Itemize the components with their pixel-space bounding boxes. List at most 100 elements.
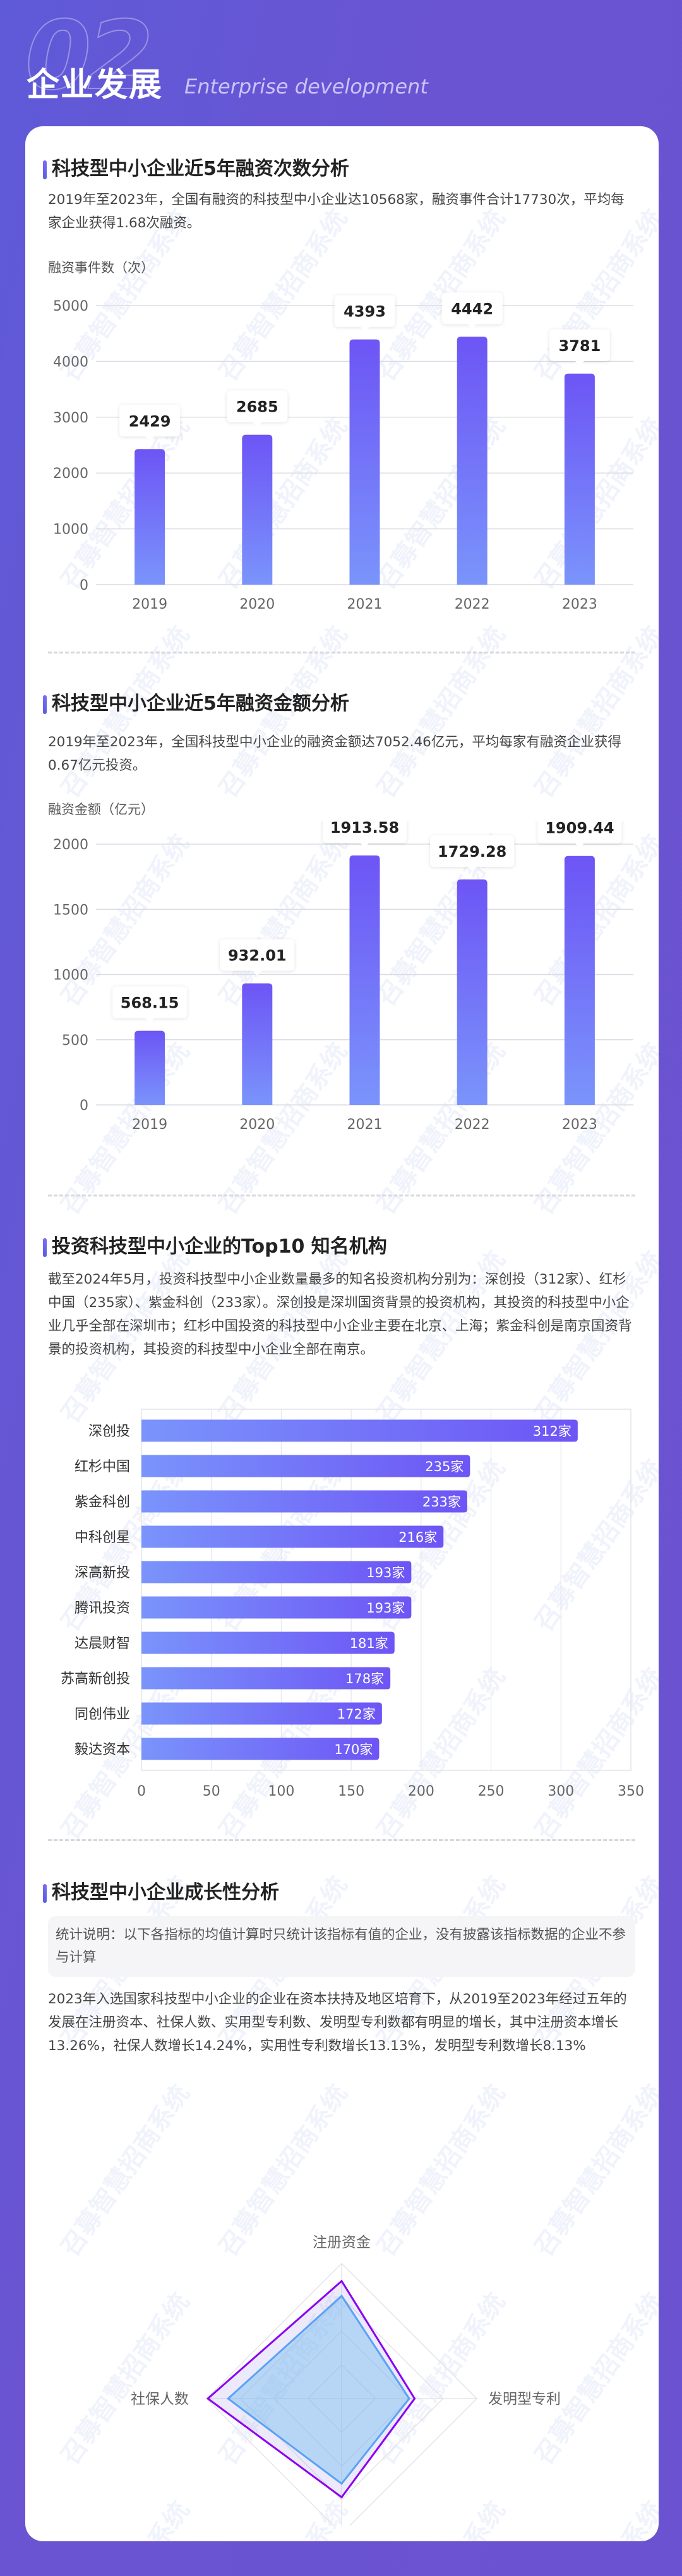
hbar-row[interactable]: 腾讯投资 193家 bbox=[75, 1596, 412, 1619]
category-label: 腾讯投资 bbox=[75, 1601, 130, 1616]
bar-value-label: 235家 bbox=[425, 1459, 464, 1474]
radar-series-2019[interactable] bbox=[226, 2294, 410, 2485]
bar bbox=[564, 856, 595, 1105]
bar-value-label: 2685 bbox=[236, 398, 278, 416]
bar-group[interactable]: 4393 bbox=[334, 295, 395, 585]
radar-series-2023[interactable] bbox=[206, 2279, 416, 2499]
bar bbox=[141, 1419, 578, 1442]
x-tick-label: 2020 bbox=[239, 597, 275, 612]
section-desc-financing-count: 2019年至2023年，全国有融资的科技型中小企业达10568家，融资事件合计1… bbox=[48, 192, 625, 231]
svg-text:5000: 5000 bbox=[53, 299, 88, 314]
x-tick-label: 200 bbox=[408, 1784, 434, 1799]
hbar-row[interactable]: 达晨财智 181家 bbox=[75, 1631, 395, 1654]
section-divider bbox=[48, 652, 635, 653]
bar bbox=[457, 879, 488, 1105]
x-tick-label: 50 bbox=[203, 1784, 220, 1799]
hbar-row[interactable]: 紫金科创 233家 bbox=[75, 1490, 467, 1513]
x-tick-label: 2019 bbox=[132, 1117, 167, 1133]
hbar-row[interactable]: 同创伟业 172家 bbox=[75, 1702, 382, 1725]
bar-value-label: 170家 bbox=[334, 1742, 373, 1757]
x-tick-label: 2020 bbox=[239, 1117, 275, 1133]
hbar-row[interactable]: 深创投 312家 bbox=[88, 1419, 578, 1442]
y-axis-label-amount: 融资金额（亿元） bbox=[48, 802, 154, 817]
bar-value-label: 3781 bbox=[559, 337, 601, 355]
bar-value-label: 233家 bbox=[422, 1494, 461, 1510]
svg-text:1000: 1000 bbox=[53, 522, 88, 538]
svg-text:1000: 1000 bbox=[53, 968, 88, 984]
bar bbox=[141, 1525, 444, 1548]
bar bbox=[141, 1490, 467, 1513]
section-divider bbox=[48, 1195, 635, 1196]
category-label: 深高新投 bbox=[75, 1565, 130, 1581]
category-label: 达晨财智 bbox=[75, 1636, 130, 1652]
bar-group[interactable]: 3781 bbox=[549, 329, 610, 585]
svg-text:0: 0 bbox=[80, 578, 88, 593]
hbar-row[interactable]: 中科创星 216家 bbox=[75, 1525, 444, 1548]
radar-axis-label: 注册资金 bbox=[313, 2234, 371, 2251]
x-tick-label: 250 bbox=[478, 1784, 505, 1799]
svg-text:3000: 3000 bbox=[53, 410, 88, 426]
section-title-top10-investors: 投资科技型中小企业的Top10 知名机构 bbox=[43, 1236, 387, 1258]
hbar-row[interactable]: 红杉中国 235家 bbox=[75, 1455, 470, 1477]
bar-value-label: 2429 bbox=[129, 412, 171, 430]
x-tick-label: 2021 bbox=[347, 597, 383, 612]
bar bbox=[349, 855, 380, 1105]
bar-group[interactable]: 4442 bbox=[441, 292, 503, 585]
x-tick-label: 300 bbox=[547, 1784, 574, 1799]
svg-text:500: 500 bbox=[62, 1033, 88, 1049]
radar-axis-label: 发明型专利 bbox=[488, 2391, 561, 2407]
hbar-row[interactable]: 深高新投 193家 bbox=[75, 1561, 412, 1583]
bar bbox=[141, 1667, 391, 1690]
bar bbox=[135, 449, 165, 585]
page-subtitle: Enterprise development bbox=[184, 75, 428, 98]
bar-group[interactable]: 568.15 bbox=[112, 986, 188, 1105]
bar bbox=[141, 1455, 470, 1477]
bar-group[interactable]: 1729.28 bbox=[430, 835, 515, 1105]
section-title-financing-count: 科技型中小企业近5年融资次数分析 bbox=[43, 158, 349, 181]
bar-group[interactable]: 932.01 bbox=[220, 939, 295, 1105]
bar-value-label: 312家 bbox=[533, 1424, 571, 1439]
bar bbox=[242, 983, 273, 1105]
bar bbox=[349, 339, 380, 585]
bar-value-label: 193家 bbox=[366, 1601, 405, 1616]
section-desc-growth: 2023年入选国家科技型中小企业的企业在资本扶持及地区培育下，从2019至202… bbox=[48, 1991, 627, 2054]
hbar-row[interactable]: 苏高新创投 178家 bbox=[61, 1667, 391, 1690]
category-label: 深创投 bbox=[88, 1424, 130, 1440]
section-desc-top10-investors: 截至2024年5月，投资科技型中小企业数量最多的知名投资机构分别为：深创投（31… bbox=[48, 1272, 632, 1357]
bar-value-label: 172家 bbox=[337, 1707, 376, 1722]
category-label: 红杉中国 bbox=[75, 1459, 130, 1475]
svg-text:1500: 1500 bbox=[53, 902, 88, 918]
section-divider bbox=[48, 1839, 635, 1841]
x-tick-label: 2023 bbox=[562, 1117, 597, 1133]
bar-value-label: 181家 bbox=[350, 1636, 388, 1651]
x-tick-label: 2019 bbox=[132, 597, 167, 612]
hbar-row[interactable]: 毅达资本 170家 bbox=[75, 1738, 380, 1760]
page-title: 企业发展 bbox=[27, 66, 164, 104]
category-label: 苏高新创投 bbox=[61, 1671, 130, 1687]
bar-value-label: 178家 bbox=[345, 1671, 384, 1686]
x-tick-label: 350 bbox=[618, 1784, 644, 1799]
bar bbox=[141, 1631, 395, 1654]
bar bbox=[141, 1702, 382, 1725]
category-label: 同创伟业 bbox=[75, 1707, 130, 1722]
bar-value-label: 1909.44 bbox=[545, 821, 614, 837]
content-card: 召募智慧招商系统 召募智慧招商系统 召募智慧招商系统 召募智慧招商系统 召募智慧招商系统… bbox=[25, 126, 659, 2541]
x-tick-label: 0 bbox=[137, 1784, 146, 1799]
bar bbox=[457, 337, 488, 585]
x-tick-label: 150 bbox=[338, 1784, 364, 1799]
x-tick-label: 2023 bbox=[562, 597, 597, 612]
bar-value-label: 193家 bbox=[366, 1565, 405, 1580]
svg-text:2000: 2000 bbox=[53, 466, 88, 482]
bar bbox=[141, 1738, 380, 1760]
bar-group[interactable]: 2429 bbox=[119, 405, 181, 585]
x-tick-label: 2021 bbox=[347, 1117, 383, 1133]
category-label: 紫金科创 bbox=[75, 1494, 130, 1510]
bar bbox=[135, 1030, 165, 1105]
bar-group[interactable]: 2685 bbox=[227, 390, 288, 585]
x-tick-label: 2022 bbox=[455, 1117, 490, 1133]
bar-group[interactable]: 1913.58 bbox=[323, 821, 407, 1105]
header-number: 02 bbox=[25, 1, 154, 111]
bar bbox=[242, 434, 273, 585]
bar-group[interactable]: 1909.44 bbox=[537, 821, 622, 1105]
bar-value-label: 4442 bbox=[451, 300, 493, 318]
